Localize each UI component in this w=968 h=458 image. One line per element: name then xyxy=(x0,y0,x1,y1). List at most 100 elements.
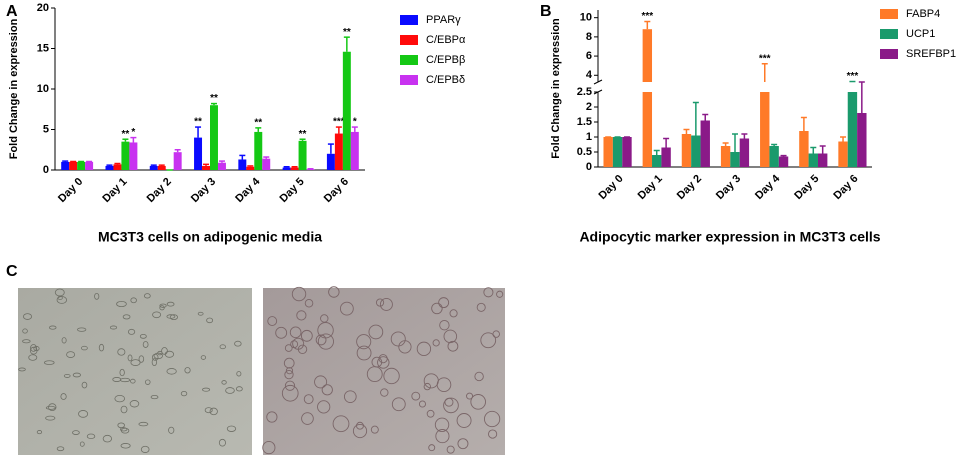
cell xyxy=(169,314,178,320)
cell xyxy=(456,413,472,428)
legend-swatch xyxy=(400,35,418,45)
bar-lower xyxy=(642,92,653,167)
significance: ** xyxy=(194,117,202,128)
bar xyxy=(282,167,291,170)
y-tick-label: 5 xyxy=(43,123,49,135)
error-bar xyxy=(858,81,865,113)
cell xyxy=(197,311,204,316)
bar xyxy=(817,153,828,167)
error-bar xyxy=(195,126,202,138)
cell xyxy=(423,373,439,389)
significance: *** xyxy=(847,71,859,82)
cell xyxy=(356,345,372,361)
cell xyxy=(291,286,307,302)
y-tick-label: 15 xyxy=(37,42,49,54)
cell xyxy=(168,426,175,434)
bar-lower xyxy=(760,92,770,167)
error-bar xyxy=(130,136,137,143)
cell xyxy=(116,300,127,308)
error-bar xyxy=(741,133,748,139)
error-bar xyxy=(299,138,306,141)
x-tick-label: Day 4 xyxy=(753,172,783,202)
cell xyxy=(143,293,151,299)
cell xyxy=(152,311,162,319)
bar xyxy=(85,161,94,170)
bar xyxy=(69,161,78,170)
cell xyxy=(439,320,450,331)
cell xyxy=(267,316,278,326)
bar xyxy=(799,131,809,167)
cell xyxy=(72,372,81,378)
cell xyxy=(379,298,393,311)
panel-label: B xyxy=(540,3,552,20)
cell xyxy=(81,345,88,351)
cell xyxy=(130,297,137,304)
x-tick-label: Day 3 xyxy=(714,173,743,202)
cell xyxy=(22,339,31,344)
x-tick-label: Day 6 xyxy=(322,176,351,205)
error-bar xyxy=(255,127,262,132)
error-bar xyxy=(106,164,113,166)
cell xyxy=(332,415,350,433)
error-bar xyxy=(800,116,807,131)
cell xyxy=(428,444,436,452)
cell xyxy=(142,341,149,348)
y-tick-label: 6 xyxy=(586,50,592,62)
cell xyxy=(63,373,71,378)
legend-swatch xyxy=(880,9,898,19)
bar xyxy=(342,51,351,170)
cell xyxy=(317,333,334,350)
cell xyxy=(130,378,136,384)
legend-label: C/EPBβ xyxy=(426,54,465,66)
bar xyxy=(290,167,299,170)
cell xyxy=(235,386,243,392)
error-bar xyxy=(761,63,768,82)
bar xyxy=(769,146,779,167)
cell xyxy=(139,334,147,339)
bar xyxy=(202,165,210,170)
cell xyxy=(377,356,390,369)
cell xyxy=(119,368,125,377)
cell xyxy=(127,354,133,362)
y-axis-label: Fold Change in expression xyxy=(8,18,20,159)
y-tick-label: 0 xyxy=(43,164,49,176)
bar xyxy=(326,153,335,170)
cell xyxy=(390,331,406,347)
cell xyxy=(60,393,67,400)
error-bar xyxy=(771,143,778,146)
cell xyxy=(281,384,299,402)
error-bar xyxy=(263,156,270,159)
cell xyxy=(317,400,331,414)
significance: ** xyxy=(299,129,307,140)
cell xyxy=(161,347,168,355)
bar xyxy=(246,166,255,170)
cell xyxy=(300,329,313,342)
error-bar xyxy=(210,102,217,106)
cell xyxy=(370,425,379,434)
y-tick-label: 20 xyxy=(37,2,49,14)
legend-swatch xyxy=(400,75,418,85)
error-bar xyxy=(819,145,826,154)
error-bar xyxy=(780,154,787,157)
cell xyxy=(457,438,469,450)
cell xyxy=(28,354,38,361)
cell xyxy=(94,292,100,300)
cell xyxy=(151,353,159,361)
bar xyxy=(622,137,632,167)
cell xyxy=(284,344,293,352)
cell xyxy=(492,330,500,338)
cell xyxy=(435,429,450,444)
error-bar xyxy=(114,162,121,165)
cell xyxy=(153,352,163,360)
error-bar xyxy=(692,101,699,136)
bar xyxy=(612,137,623,167)
bar xyxy=(603,137,613,167)
cell xyxy=(315,334,327,346)
significance: *** xyxy=(641,11,653,22)
cell xyxy=(81,381,88,389)
cell xyxy=(234,340,242,347)
cell xyxy=(476,302,486,312)
cell xyxy=(109,325,118,330)
cell xyxy=(166,368,177,375)
cell xyxy=(129,400,140,408)
